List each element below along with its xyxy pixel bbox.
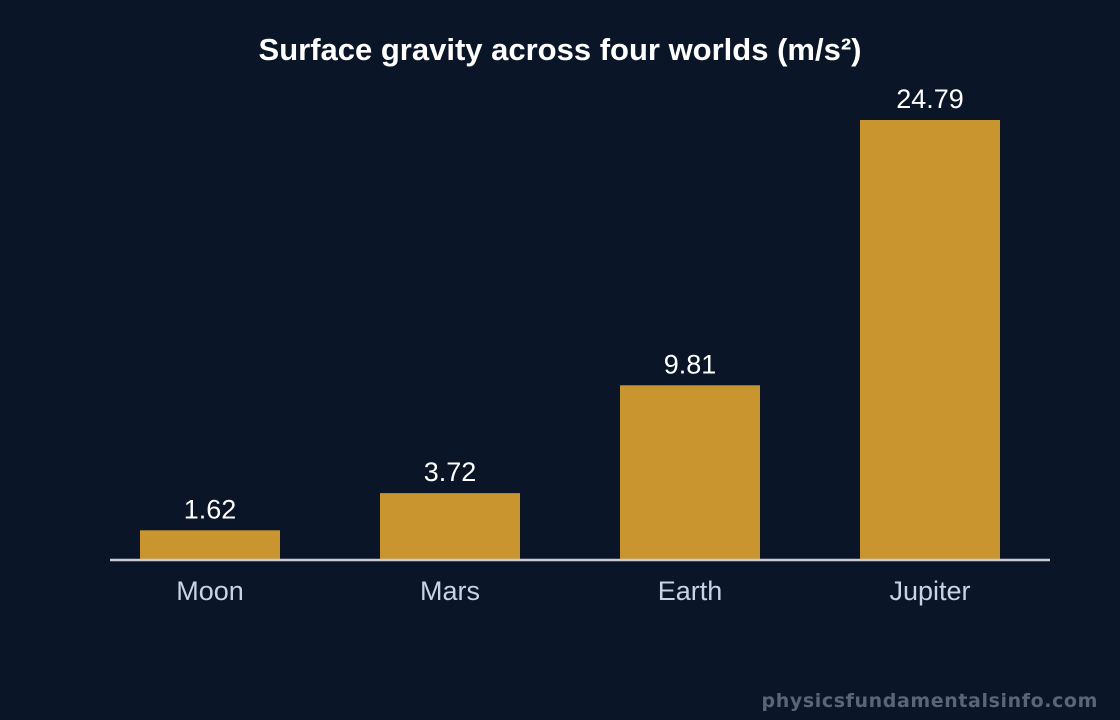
category-label-jupiter: Jupiter xyxy=(889,576,970,606)
value-labels-group: 1.62 3.72 9.81 24.79 xyxy=(184,84,964,524)
category-label-mars: Mars xyxy=(420,576,480,606)
chart-title: Surface gravity across four worlds (m/s²… xyxy=(259,32,862,67)
value-label-moon: 1.62 xyxy=(184,494,237,524)
category-label-earth: Earth xyxy=(658,576,723,606)
bars-group xyxy=(140,120,1000,559)
bar-mars xyxy=(380,493,520,559)
bar-earth xyxy=(620,385,760,559)
category-label-moon: Moon xyxy=(176,576,244,606)
bar-moon xyxy=(140,530,280,559)
category-labels-group: Moon Mars Earth Jupiter xyxy=(176,576,970,606)
value-label-earth: 9.81 xyxy=(664,349,717,379)
value-label-jupiter: 24.79 xyxy=(896,84,964,114)
value-label-mars: 3.72 xyxy=(424,457,477,487)
bar-jupiter xyxy=(860,120,1000,559)
watermark-text: physicsfundamentalsinfo.com xyxy=(761,690,1098,712)
